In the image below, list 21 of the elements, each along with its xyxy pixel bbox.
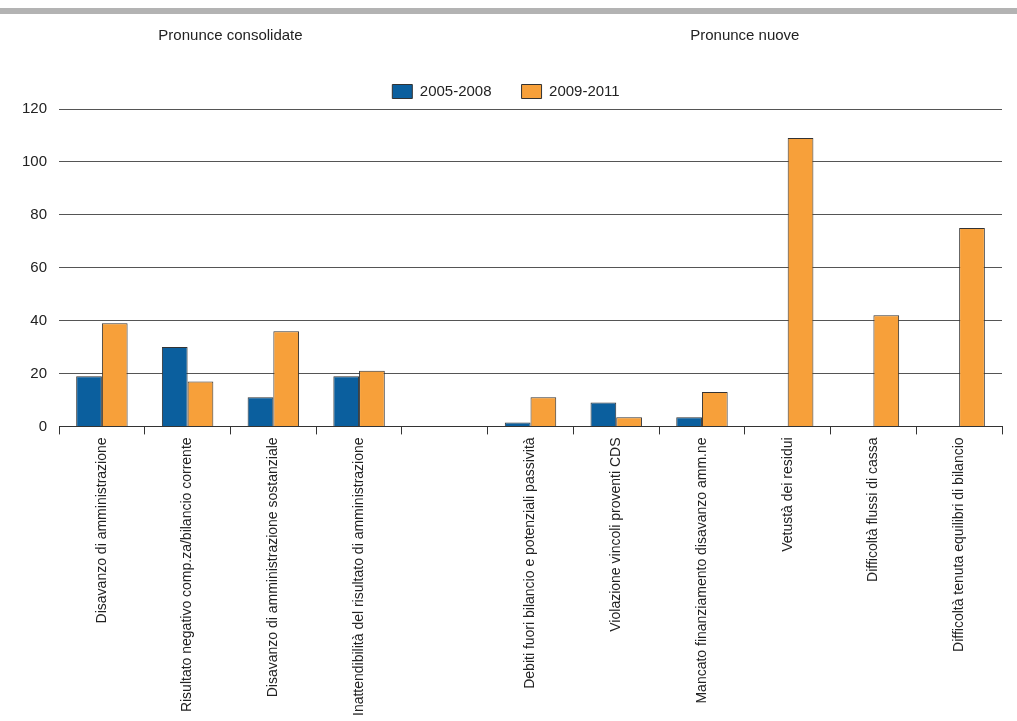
- x-tick-label: Risultato negativo comp.za/bilancio corrente: [178, 437, 195, 713]
- text: Pronunce nuove: [690, 26, 800, 44]
- x-tick-label: Difficoltà tenuta equilibri di bilancio: [950, 437, 966, 652]
- x-tick-label: Difficoltà flussi di cassa: [864, 437, 881, 582]
- y-tick-label: 40: [30, 310, 48, 328]
- x-tick-label: Violazione vincoli proventi CDS: [607, 437, 624, 632]
- x-tick-label: Mancato finanziamento disavanzo amm.ne: [692, 437, 709, 704]
- y-tick-label: 80: [30, 204, 48, 222]
- y-tick-label: 60: [30, 257, 48, 275]
- text: Pronunce consolidate: [158, 26, 303, 44]
- x-tick-label: Disavanzo di amministrazione sostanziale: [264, 437, 281, 698]
- x-tick-label: Vetustà dei residui: [778, 437, 795, 552]
- legend-label: 2005-2008: [419, 81, 492, 99]
- x-tick-label: Disavanzo di amministrazione: [92, 437, 109, 624]
- x-tick-label: Debiti fuori bilancio e potenziali passività: [521, 437, 538, 689]
- legend-label: 2009-2011: [549, 81, 620, 99]
- y-tick-label: 100: [22, 152, 48, 170]
- x-tick-label: Inattendibilità del risultato di amministrazione: [349, 437, 366, 717]
- y-tick-label: 120: [22, 99, 48, 117]
- y-tick-label: 20: [30, 363, 48, 381]
- y-tick-label: 0: [38, 416, 48, 434]
